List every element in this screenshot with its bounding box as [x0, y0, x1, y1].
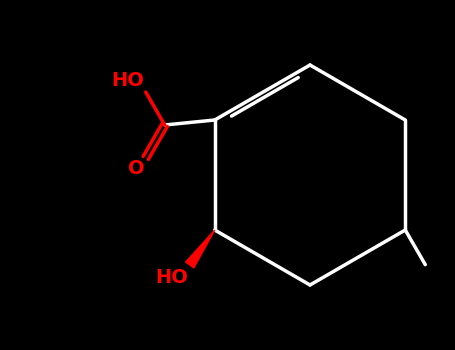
Polygon shape [186, 230, 215, 268]
Text: HO: HO [111, 71, 144, 90]
Text: HO: HO [155, 268, 188, 287]
Text: O: O [128, 159, 145, 178]
